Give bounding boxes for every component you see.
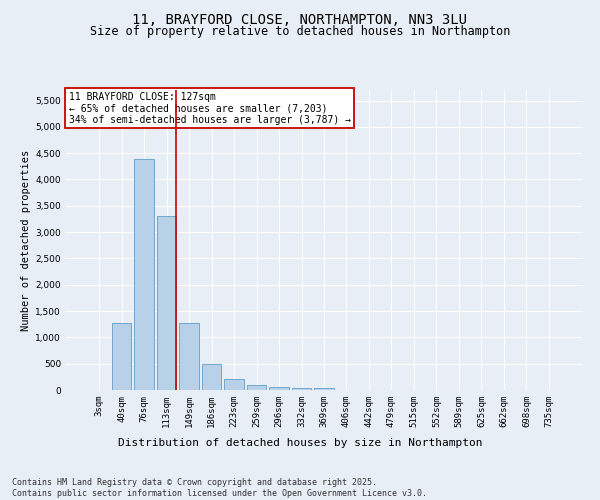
Bar <box>157 216 176 390</box>
Bar <box>224 378 244 390</box>
Bar <box>202 364 221 390</box>
Text: 11, BRAYFORD CLOSE, NORTHAMPTON, NN3 3LU: 11, BRAYFORD CLOSE, NORTHAMPTON, NN3 3LU <box>133 12 467 26</box>
Bar <box>247 386 266 390</box>
Text: 11 BRAYFORD CLOSE: 127sqm
← 65% of detached houses are smaller (7,203)
34% of se: 11 BRAYFORD CLOSE: 127sqm ← 65% of detac… <box>68 92 350 124</box>
Y-axis label: Number of detached properties: Number of detached properties <box>21 150 31 330</box>
Bar <box>179 322 199 390</box>
Text: Contains HM Land Registry data © Crown copyright and database right 2025.
Contai: Contains HM Land Registry data © Crown c… <box>12 478 427 498</box>
Text: Distribution of detached houses by size in Northampton: Distribution of detached houses by size … <box>118 438 482 448</box>
Bar <box>292 388 311 390</box>
Bar <box>112 323 131 390</box>
Bar <box>134 160 154 390</box>
Bar <box>314 388 334 390</box>
Text: Size of property relative to detached houses in Northampton: Size of property relative to detached ho… <box>90 25 510 38</box>
Bar <box>269 387 289 390</box>
